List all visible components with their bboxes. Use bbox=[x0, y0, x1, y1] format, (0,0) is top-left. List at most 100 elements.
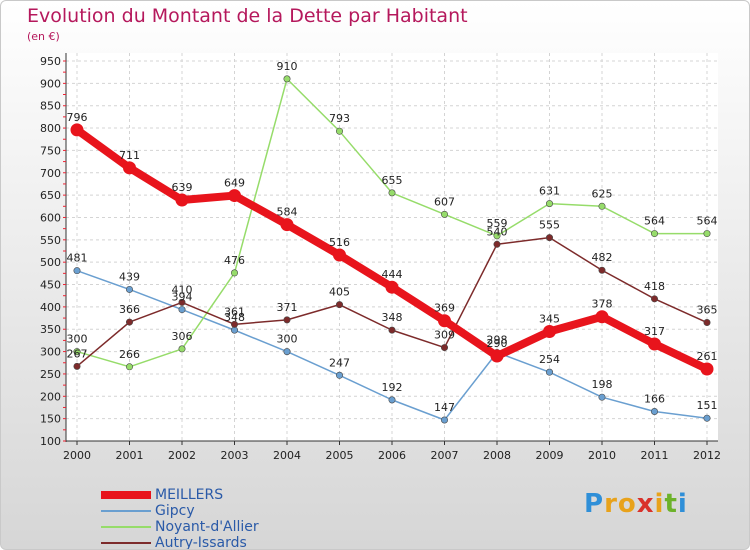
y-tick-label: 350 bbox=[40, 323, 61, 336]
data-label-autry-issards: 348 bbox=[382, 311, 403, 324]
legend-label: Gipcy bbox=[155, 503, 195, 519]
legend-swatch bbox=[101, 510, 151, 512]
x-tick-label: 2007 bbox=[431, 449, 459, 462]
data-point-gipcy bbox=[178, 306, 186, 314]
data-point-noyant-d-allier bbox=[283, 75, 291, 83]
data-point-gipcy bbox=[703, 414, 711, 422]
data-label-gipcy: 198 bbox=[592, 378, 613, 391]
data-point-meillers bbox=[70, 123, 84, 137]
data-point-noyant-d-allier bbox=[650, 230, 658, 238]
data-point-noyant-d-allier bbox=[335, 127, 343, 135]
y-tick-label: 650 bbox=[40, 189, 61, 202]
data-point-gipcy bbox=[283, 348, 291, 356]
data-point-gipcy bbox=[231, 326, 239, 334]
data-label-noyant-d-allier: 631 bbox=[539, 185, 560, 198]
legend-swatch bbox=[101, 491, 151, 499]
data-label-gipcy: 192 bbox=[382, 381, 403, 394]
data-point-meillers bbox=[228, 189, 241, 203]
data-label-autry-issards: 555 bbox=[539, 219, 560, 232]
data-label-meillers: 796 bbox=[67, 111, 88, 124]
data-point-autry-issards bbox=[73, 362, 81, 370]
data-point-meillers bbox=[280, 218, 294, 232]
data-point-gipcy bbox=[73, 267, 81, 275]
data-point-autry-issards bbox=[283, 316, 291, 324]
data-label-autry-issards: 309 bbox=[434, 329, 455, 342]
legend-item-noyant-d-allier: Noyant-d'Allier bbox=[101, 519, 259, 535]
data-label-noyant-d-allier: 559 bbox=[487, 217, 508, 230]
data-point-autry-issards bbox=[126, 318, 134, 326]
data-point-gipcy bbox=[388, 396, 396, 404]
data-point-noyant-d-allier bbox=[440, 210, 448, 218]
data-label-gipcy: 298 bbox=[487, 333, 508, 346]
data-label-noyant-d-allier: 300 bbox=[67, 333, 88, 346]
y-tick-label: 900 bbox=[40, 77, 61, 90]
data-label-meillers: 378 bbox=[592, 298, 613, 311]
data-label-noyant-d-allier: 655 bbox=[382, 174, 403, 187]
data-label-autry-issards: 371 bbox=[277, 301, 298, 314]
data-label-meillers: 345 bbox=[539, 312, 560, 325]
data-label-gipcy: 481 bbox=[67, 252, 88, 265]
data-point-noyant-d-allier bbox=[493, 232, 501, 240]
y-tick-label: 400 bbox=[40, 301, 61, 314]
y-tick-label: 550 bbox=[40, 234, 61, 247]
data-point-noyant-d-allier bbox=[231, 269, 239, 277]
data-point-gipcy bbox=[598, 393, 606, 401]
data-point-gipcy bbox=[440, 416, 448, 424]
data-label-gipcy: 254 bbox=[539, 353, 560, 366]
legend-item-meillers: MEILLERS bbox=[101, 487, 259, 503]
data-point-autry-issards bbox=[493, 240, 501, 248]
data-label-meillers: 711 bbox=[119, 149, 140, 162]
data-point-meillers bbox=[490, 349, 504, 363]
data-label-autry-issards: 405 bbox=[329, 286, 350, 299]
x-tick-label: 2006 bbox=[378, 449, 406, 462]
y-tick-label: 450 bbox=[40, 279, 61, 292]
brand-logo: Proxiti bbox=[584, 489, 688, 519]
y-tick-label: 950 bbox=[40, 55, 61, 68]
data-label-autry-issards: 366 bbox=[119, 303, 140, 316]
data-label-gipcy: 394 bbox=[172, 291, 193, 304]
data-label-noyant-d-allier: 564 bbox=[644, 215, 665, 228]
data-label-meillers: 649 bbox=[224, 177, 245, 190]
data-point-meillers bbox=[385, 280, 399, 294]
x-tick-label: 2003 bbox=[221, 449, 249, 462]
y-tick-label: 750 bbox=[40, 144, 61, 157]
legend-label: MEILLERS bbox=[155, 487, 224, 503]
legend-label: Noyant-d'Allier bbox=[155, 519, 259, 535]
data-point-noyant-d-allier bbox=[598, 202, 606, 210]
data-label-gipcy: 300 bbox=[277, 333, 298, 346]
data-point-noyant-d-allier bbox=[126, 363, 134, 371]
data-label-meillers: 261 bbox=[697, 350, 718, 363]
data-point-autry-issards bbox=[178, 298, 186, 306]
y-tick-label: 300 bbox=[40, 346, 61, 359]
data-point-autry-issards bbox=[703, 319, 711, 327]
data-point-autry-issards bbox=[650, 295, 658, 303]
x-tick-label: 2009 bbox=[536, 449, 564, 462]
data-point-meillers bbox=[438, 314, 451, 328]
x-tick-label: 2012 bbox=[693, 449, 721, 462]
data-label-noyant-d-allier: 266 bbox=[119, 348, 140, 361]
data-point-autry-issards bbox=[231, 320, 239, 328]
data-label-gipcy: 439 bbox=[119, 270, 140, 283]
data-point-noyant-d-allier bbox=[73, 348, 81, 356]
y-tick-label: 700 bbox=[40, 167, 61, 180]
legend-item-autry-issards: Autry-Issards bbox=[101, 535, 259, 549]
data-point-autry-issards bbox=[335, 301, 343, 309]
data-point-meillers bbox=[123, 161, 136, 175]
y-tick-label: 600 bbox=[40, 211, 61, 224]
legend-swatch bbox=[101, 542, 151, 544]
data-label-gipcy: 147 bbox=[434, 401, 455, 414]
data-label-noyant-d-allier: 910 bbox=[277, 60, 298, 73]
data-label-noyant-d-allier: 476 bbox=[224, 254, 245, 267]
x-tick-label: 2001 bbox=[116, 449, 144, 462]
data-label-meillers: 516 bbox=[329, 236, 350, 249]
data-label-meillers: 317 bbox=[644, 325, 665, 338]
data-point-meillers bbox=[333, 248, 346, 262]
data-label-meillers: 290 bbox=[487, 337, 508, 350]
data-point-noyant-d-allier bbox=[178, 345, 186, 353]
data-label-gipcy: 348 bbox=[224, 311, 245, 324]
data-label-autry-issards: 267 bbox=[67, 347, 88, 360]
data-label-gipcy: 247 bbox=[329, 356, 350, 369]
data-label-autry-issards: 361 bbox=[224, 305, 245, 318]
x-tick-label: 2000 bbox=[63, 449, 91, 462]
